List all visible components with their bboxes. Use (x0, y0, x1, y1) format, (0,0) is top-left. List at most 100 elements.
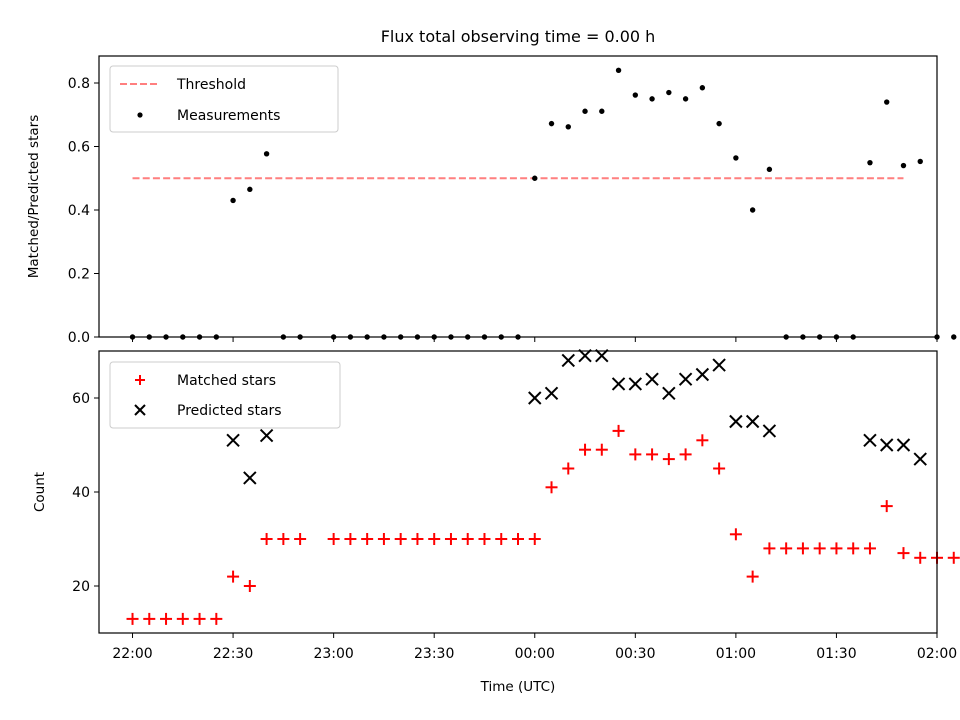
matched-star-point (495, 533, 508, 545)
bottom-axes-frame (98, 350, 938, 634)
predicted-star-point-b (528, 391, 542, 405)
matched-star-point (562, 462, 575, 475)
measurement-point (230, 197, 236, 204)
matched-star-point (478, 533, 491, 545)
predicted-star-point-b (762, 424, 777, 438)
bottom-plot-area: 20 40 60 22:00 22:30 23:00 23:30 00:00 00:30 01:0… (72, 348, 960, 662)
matched-star-point (461, 533, 474, 545)
matched-star-point (595, 443, 608, 456)
measurement-point (682, 96, 689, 102)
legend-measurements-swatch (137, 112, 143, 118)
measurement-point (716, 120, 722, 127)
matched-star-point (847, 542, 860, 555)
bottom-legend: Matched stars Predicted stars (109, 361, 341, 429)
measurement-point (733, 155, 739, 161)
predicted-star-point (628, 377, 643, 391)
top-legend-box (109, 65, 339, 133)
matched-star-point (260, 533, 273, 545)
star-count-panel: Count Time (UTC) 20 40 60 22:00 22:30 23:00 23… (32, 348, 960, 695)
legend-x-mark (134, 404, 146, 416)
predicted-star-point-b (712, 358, 726, 372)
measurement-point (884, 99, 890, 105)
predicted-star-point (729, 414, 743, 429)
matched-star-point (210, 612, 223, 625)
measurement-point (582, 108, 588, 114)
bottom-legend-box (109, 361, 341, 429)
predicted-star-point-b (243, 471, 257, 485)
measurement-point (649, 96, 655, 102)
matched-star-point (763, 542, 776, 555)
matched-star-point (780, 542, 793, 555)
top-y-tick-label: 0.6 (68, 139, 90, 155)
predicted-star-point (528, 391, 542, 405)
matched-star-point (713, 462, 726, 475)
predicted-star-point-b (226, 433, 240, 448)
legend-plus-mark (135, 375, 145, 385)
x-tick-label: 23:00 (313, 646, 353, 662)
predicted-star-point (578, 348, 592, 363)
predicted-star-point-b (896, 438, 911, 452)
matched-star-point (193, 612, 206, 625)
top-y-tick-label: 0.8 (68, 76, 90, 92)
x-tick-label: 22:30 (213, 646, 253, 662)
predicted-star-point-b (611, 377, 626, 391)
matched-star-point (294, 533, 307, 545)
measurement-point (599, 108, 605, 114)
predicted-star-point-b (863, 433, 877, 448)
predicted-star-point-b (662, 386, 676, 401)
matched-star-point (880, 500, 893, 513)
predicted-star-point (712, 358, 726, 372)
legend-predicted-label: Predicted stars (177, 403, 282, 419)
matched-star-point (830, 542, 843, 555)
matched-star-point (662, 453, 675, 466)
matched-star-point (227, 570, 240, 583)
matched-star-point (696, 434, 709, 447)
x-tick-label: 01:30 (816, 646, 856, 662)
x-tick-label: 00:00 (515, 646, 555, 662)
matched-star-point (729, 528, 742, 541)
predicted-star-point-b (645, 372, 659, 386)
measurement-point (263, 151, 270, 157)
top-y-tick-label: 0.4 (68, 203, 90, 219)
matched-star-point (243, 580, 256, 592)
predicted-star-point (880, 438, 894, 452)
measurement-point (951, 334, 957, 340)
matched-star-point (394, 533, 407, 545)
x-axis-label: Time (UTC) (480, 679, 556, 695)
predicted-star-point (561, 353, 575, 368)
measurement-point (666, 89, 672, 96)
predicted-star-point (595, 348, 609, 363)
predicted-star-point (226, 433, 240, 448)
predicted-star-point (745, 414, 760, 429)
predicted-star-point-b (578, 348, 592, 363)
predicted-star-point-b (561, 353, 575, 368)
predicted-star-point-b (880, 438, 894, 452)
matched-star-point (344, 533, 357, 545)
matched-star-point (327, 533, 340, 545)
matched-star-point (528, 533, 541, 545)
predicted-star-point-b (745, 414, 760, 429)
legend-x-mark-b (134, 404, 146, 416)
matched-star-point (579, 443, 592, 456)
matched-star-point (796, 542, 809, 555)
bottom-y-tick-label: 40 (72, 485, 90, 501)
matched-star-point (914, 551, 927, 564)
predicted-star-point (645, 372, 659, 386)
predicted-star-point (863, 433, 877, 448)
matched-star-point (160, 612, 173, 625)
top-y-tick-label: 0.2 (68, 266, 90, 282)
bottom-y-tick-label: 60 (72, 391, 90, 407)
measurement-point (917, 158, 923, 165)
top-legend: Threshold Measurements (109, 65, 339, 133)
matched-star-point (277, 533, 290, 545)
matched-star-point (813, 542, 826, 555)
measurement-point (699, 85, 706, 91)
measurement-point (632, 92, 639, 98)
top-y-tick-label: 0.0 (68, 330, 90, 346)
predicted-star-point (611, 377, 626, 391)
matched-star-point (126, 612, 139, 625)
measurement-point (247, 186, 253, 193)
bottom-y-axis-label: Count (32, 472, 48, 512)
x-tick-label: 23:30 (414, 646, 454, 662)
